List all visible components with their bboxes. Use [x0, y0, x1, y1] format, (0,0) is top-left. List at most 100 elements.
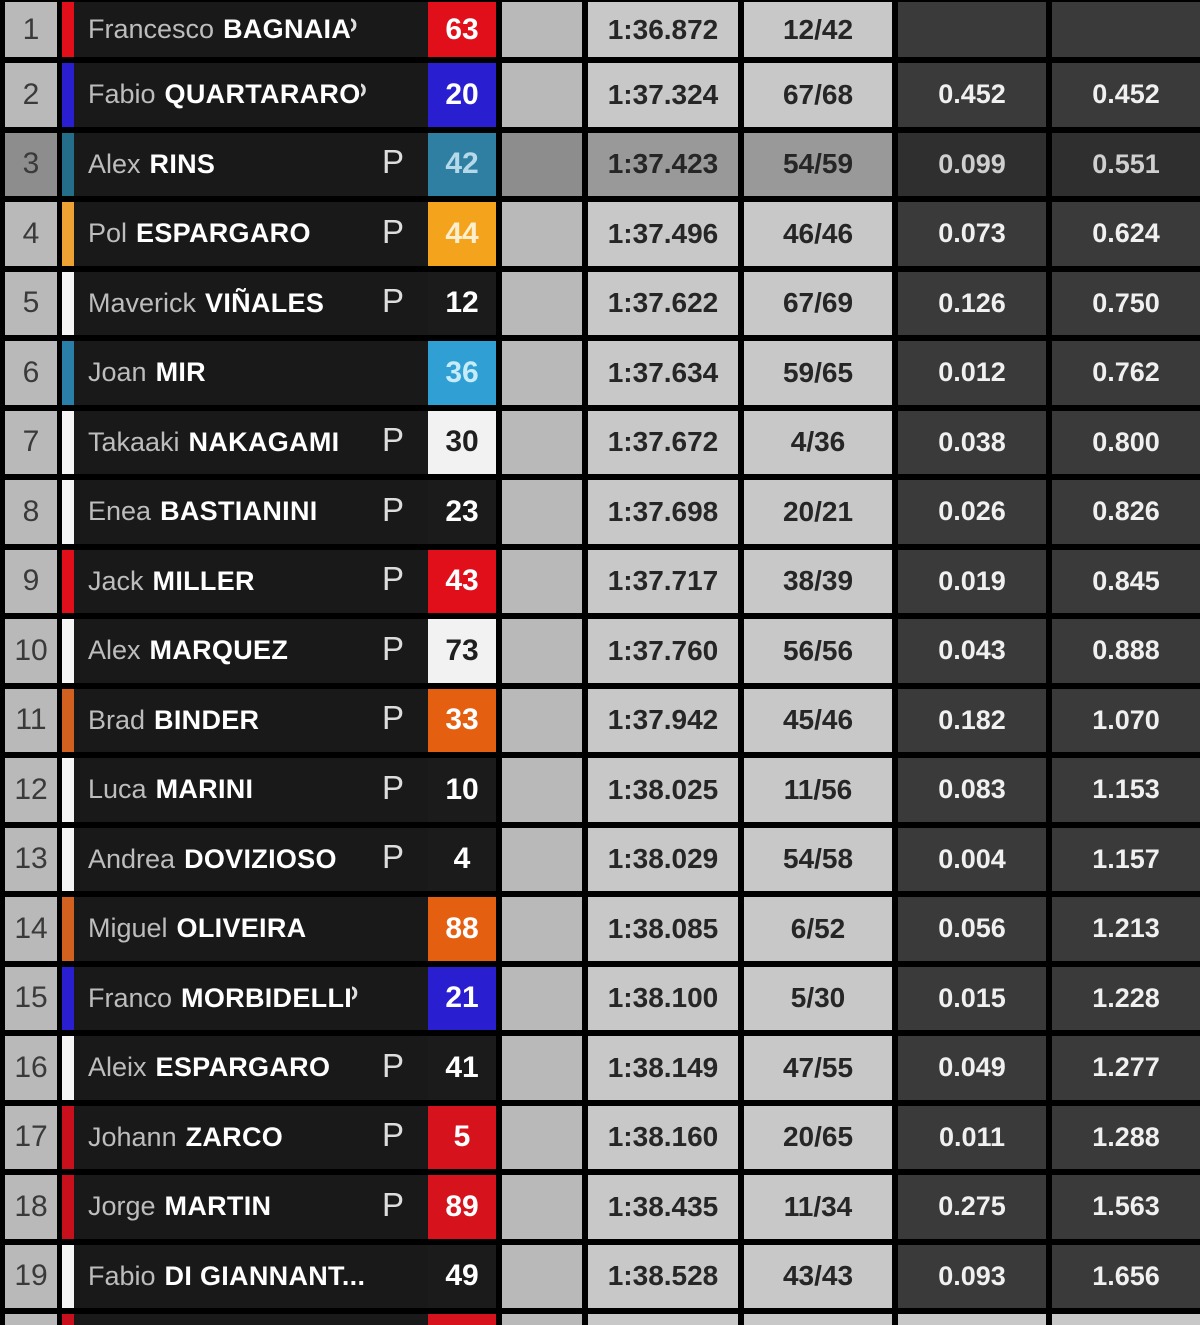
lap-count: 59/65 — [744, 341, 892, 405]
rider-number: 44 — [428, 202, 496, 266]
rider-name-cell — [74, 1314, 428, 1325]
rider-first-name: Maverick — [88, 287, 197, 318]
rider-last-name: MORBIDELLI — [181, 982, 353, 1013]
rider-number: 30 — [428, 410, 496, 474]
rider-first-name: Takaaki — [88, 426, 180, 457]
rider-last-name: NAKAGAMI — [188, 426, 340, 457]
table-row[interactable]: 8 Enea BASTIANINI P 23 1:37.698 20/21 0.026 0.82… — [5, 480, 1200, 544]
rider-first-name: Brad — [88, 704, 146, 735]
rider-name-cell: Franco MORBIDELLIP — [74, 966, 428, 1030]
table-row[interactable]: 2FabioQUARTARAROP201:37.32467/680.4520.4… — [5, 63, 1200, 127]
best-lap-time: 1:36.872 — [588, 2, 738, 57]
rider-last-name: BAGNAIA — [223, 14, 352, 44]
table-row[interactable]: 5 Maverick VIÑALES P 12 1:37.622 67/69 0.126 0.7… — [5, 271, 1200, 335]
team-color-bar — [62, 271, 74, 335]
table-row[interactable]: 9 Jack MILLER P 43 1:37.717 38/39 0.019 0.845 — [5, 549, 1200, 613]
spacer-cell — [502, 202, 582, 266]
table-row[interactable]: 18 Jorge MARTIN P 89 1:38.435 11/34 0.275 1.563 — [5, 1175, 1200, 1239]
lap-count: 47/55 — [744, 1036, 892, 1100]
team-color-bar — [62, 758, 74, 822]
lap-count — [744, 1314, 892, 1325]
table-row[interactable] — [5, 1314, 1200, 1325]
best-lap-time: 1:38.100 — [588, 966, 738, 1030]
gap-leader — [1052, 1314, 1200, 1325]
best-lap-time: 1:37.324 — [588, 63, 738, 127]
best-lap-time: 1:38.029 — [588, 827, 738, 891]
gap-previous: 0.011 — [898, 1105, 1046, 1169]
gap-previous: 0.182 — [898, 688, 1046, 752]
best-lap-time: 1:37.760 — [588, 619, 738, 683]
lap-count: 43/43 — [744, 1244, 892, 1308]
gap-leader: 0.800 — [1052, 410, 1200, 474]
position-label: 12 — [5, 758, 57, 822]
gap-previous: 0.004 — [898, 827, 1046, 891]
gap-previous: 0.026 — [898, 480, 1046, 544]
gap-previous: 0.126 — [898, 271, 1046, 335]
rider-name-cell: Miguel OLIVEIRA — [74, 897, 428, 961]
table-row[interactable]: 12 Luca MARINI P 10 1:38.025 11/56 0.083 1.153 — [5, 758, 1200, 822]
table-row[interactable]: 17 Johann ZARCO P 5 1:38.160 20/65 0.011 1.288 — [5, 1105, 1200, 1169]
position-label: 11 — [5, 688, 57, 752]
lap-count: 20/65 — [744, 1105, 892, 1169]
table-row[interactable]: 3 Alex RINS P 42 1:37.423 54/59 0.099 0.551 — [5, 132, 1200, 196]
rider-first-name: Andrea — [88, 843, 176, 874]
rider-number: 63 — [428, 2, 496, 57]
rider-name-cell: Maverick VIÑALES P — [74, 271, 428, 335]
table-row[interactable]: 4 Pol ESPARGARO P 44 1:37.496 46/46 0.073 0.624 — [5, 202, 1200, 266]
lap-count: 4/36 — [744, 410, 892, 474]
rider-name-cell: Takaaki NAKAGAMI P — [74, 410, 428, 474]
gap-previous: 0.083 — [898, 758, 1046, 822]
rider-name-cell: Enea BASTIANINI P — [74, 480, 428, 544]
rider-first-name: Alex — [88, 148, 141, 179]
table-row[interactable]: 7 Takaaki NAKAGAMI P 30 1:37.672 4/36 0.038 0.80… — [5, 410, 1200, 474]
rider-last-name: MARINI — [155, 774, 254, 805]
lap-count: 46/46 — [744, 202, 892, 266]
rider-first-name: Luca — [88, 774, 147, 805]
rider-last-name: QUARTARARO — [164, 79, 361, 110]
position-label: 6 — [5, 341, 57, 405]
gap-leader: 1.070 — [1052, 688, 1200, 752]
gap-leader: 0.762 — [1052, 341, 1200, 405]
rider-last-name: MARTIN — [164, 1191, 272, 1222]
rider-number: 88 — [428, 897, 496, 961]
table-row[interactable]: 13 Andrea DOVIZIOSO P 4 1:38.029 54/58 0.004 1.1… — [5, 827, 1200, 891]
gap-previous: 0.038 — [898, 410, 1046, 474]
rider-last-name: ZARCO — [185, 1121, 284, 1152]
best-lap-time: 1:38.085 — [588, 897, 738, 961]
rider-first-name: Franco — [88, 982, 173, 1013]
rider-last-name: DI GIANNANT... — [164, 1260, 366, 1291]
gap-leader: 1.563 — [1052, 1175, 1200, 1239]
spacer-cell — [502, 688, 582, 752]
rider-name-cell: Pol ESPARGARO P — [74, 202, 428, 266]
rider-name-cell: Fabio DI GIANNANT... — [74, 1244, 428, 1308]
spacer-cell — [502, 758, 582, 822]
table-row[interactable]: 11 Brad BINDER P 33 1:37.942 45/46 0.182 1.070 — [5, 688, 1200, 752]
rider-number: 10 — [428, 758, 496, 822]
spacer-cell — [502, 1244, 582, 1308]
spacer-cell — [502, 271, 582, 335]
position-label: 13 — [5, 827, 57, 891]
gap-previous: 0.056 — [898, 897, 1046, 961]
team-color-bar — [62, 827, 74, 891]
position-label: 18 — [5, 1175, 57, 1239]
spacer-cell — [502, 1314, 582, 1325]
spacer-cell — [502, 897, 582, 961]
gap-leader: 1.228 — [1052, 966, 1200, 1030]
lap-count: 5/30 — [744, 966, 892, 1030]
position-label: 16 — [5, 1036, 57, 1100]
position-label: 14 — [5, 897, 57, 961]
table-row[interactable]: 19 Fabio DI GIANNANT... 49 1:38.528 43/43 0.09… — [5, 1244, 1200, 1308]
table-row[interactable]: 6 Joan MIR 36 1:37.634 59/65 0.012 0.762 — [5, 341, 1200, 405]
table-row[interactable]: 16 Aleix ESPARGARO P 41 1:38.149 47/55 0.049 1.2… — [5, 1036, 1200, 1100]
table-row[interactable]: 10 Alex MARQUEZ P 73 1:37.760 56/56 0.043 0.888 — [5, 619, 1200, 683]
spacer-cell — [502, 1175, 582, 1239]
table-row[interactable]: 15 Franco MORBIDELLIP 21 1:38.1005/300.0151.… — [5, 966, 1200, 1030]
rider-last-name: ESPARGARO — [155, 1052, 331, 1083]
table-row[interactable]: 14 Miguel OLIVEIRA 88 1:38.085 6/52 0.056 1.213 — [5, 897, 1200, 961]
team-color-bar — [62, 202, 74, 266]
gap-previous: 0.099 — [898, 132, 1046, 196]
best-lap-time: 1:37.942 — [588, 688, 738, 752]
spacer-cell — [502, 549, 582, 613]
rider-name-cell: Fabio QUARTARAROP — [74, 63, 428, 127]
